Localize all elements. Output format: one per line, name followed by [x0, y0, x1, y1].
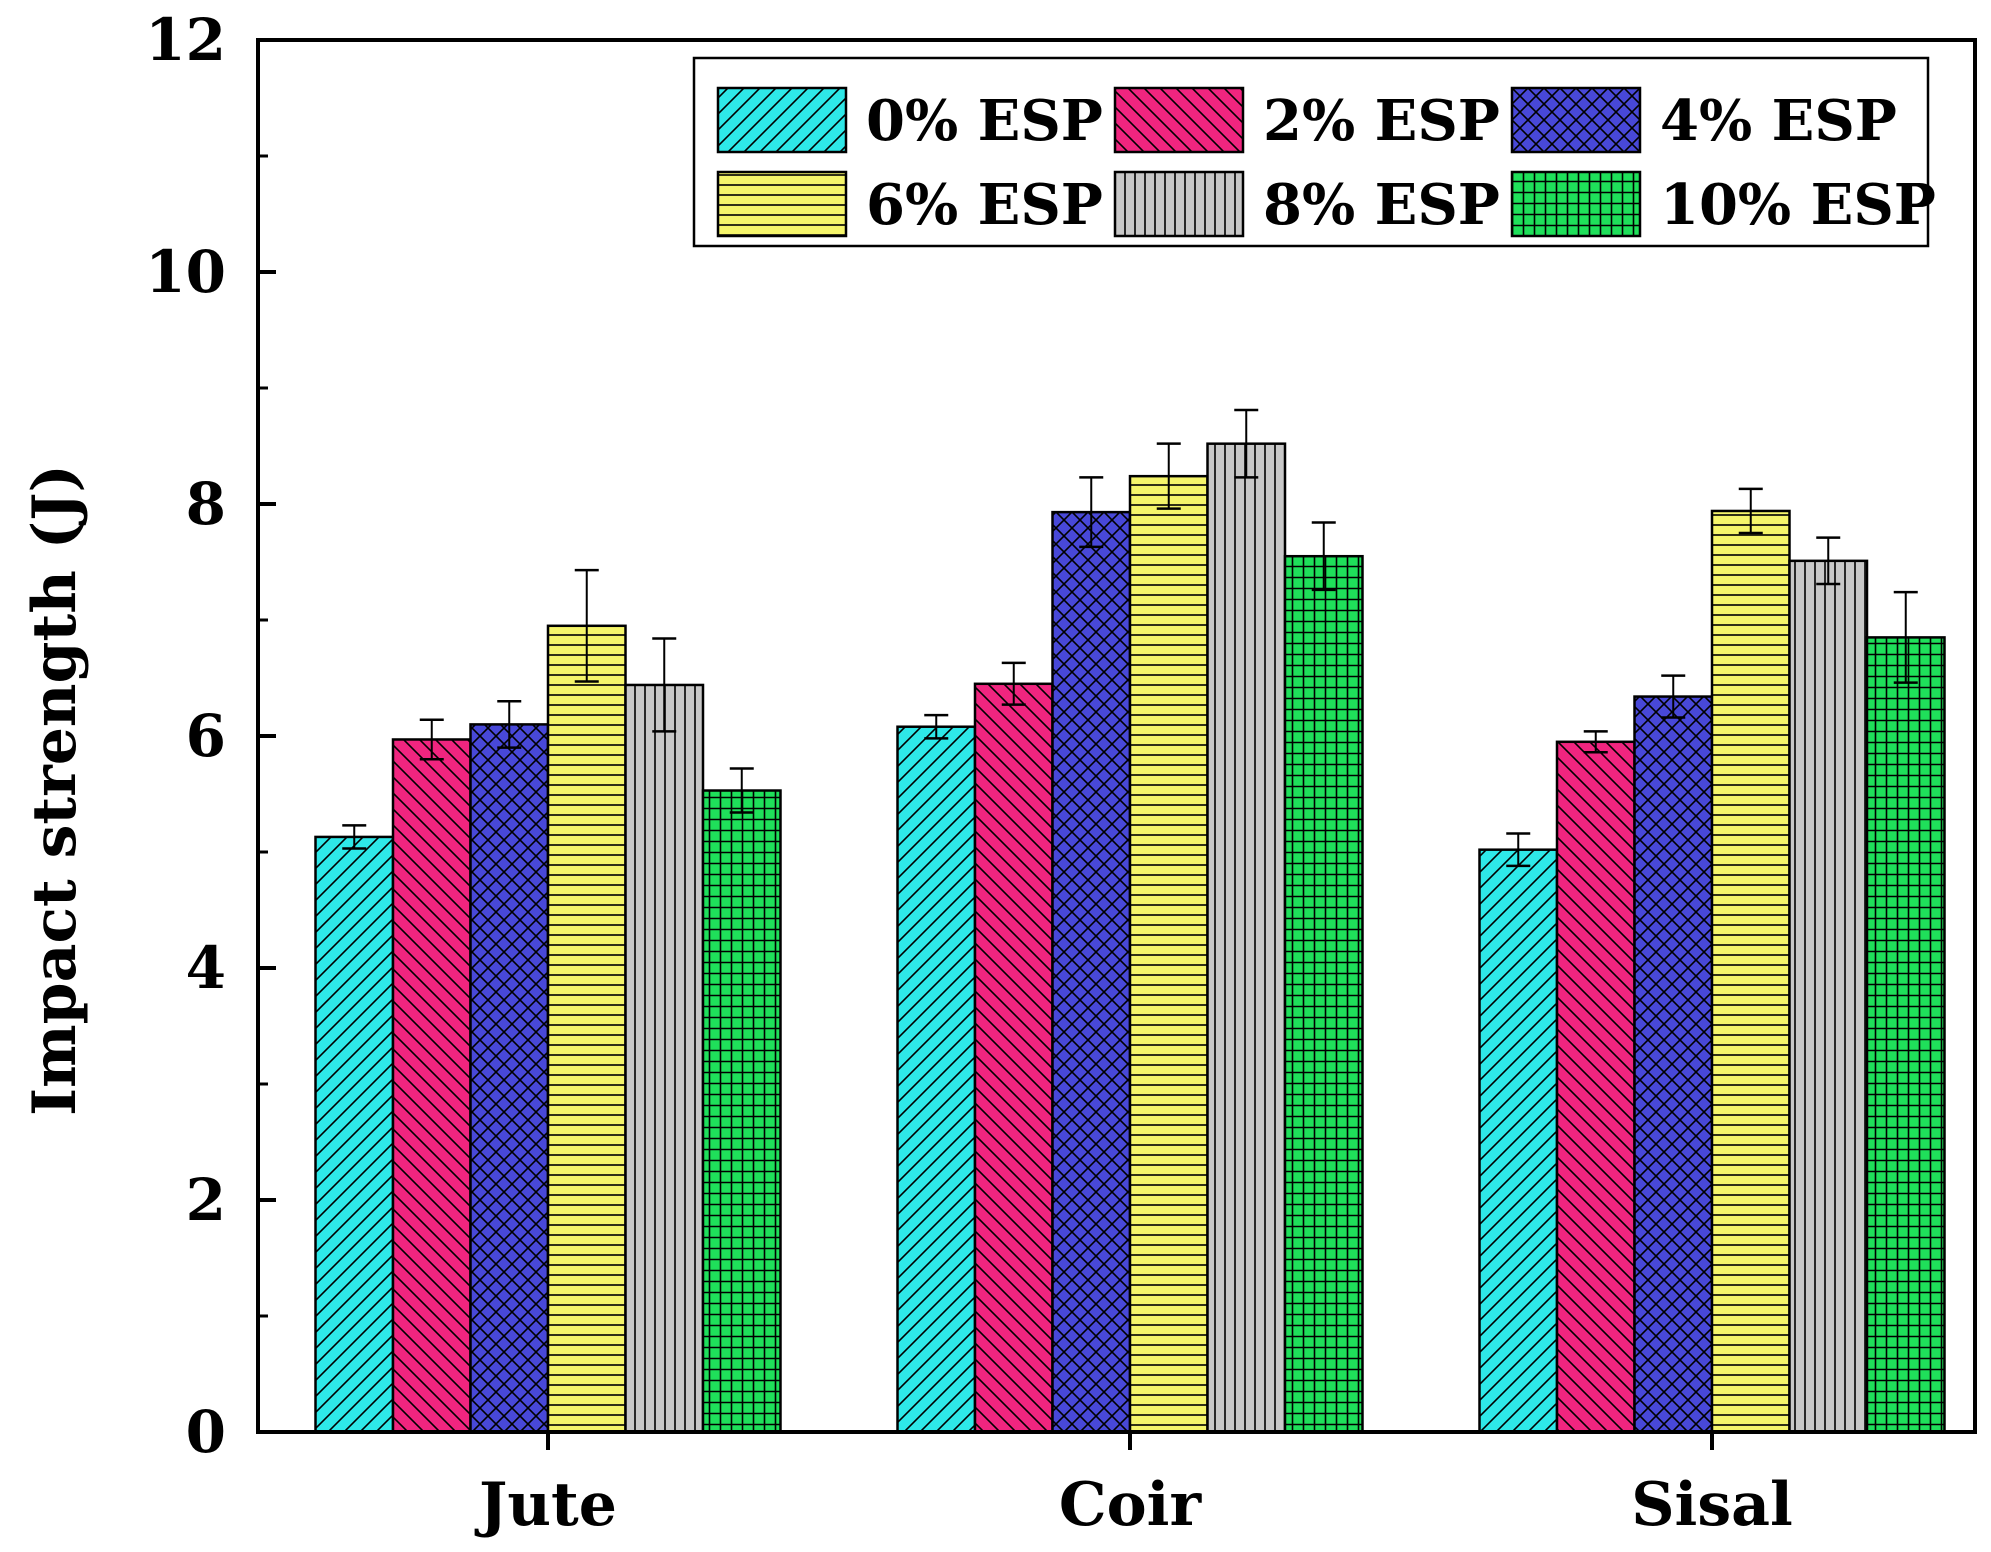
legend-swatch [1113, 86, 1245, 154]
error-bar [1738, 487, 1763, 535]
error-bar [1661, 674, 1686, 719]
bar-coir-4-esp [1051, 510, 1132, 1434]
error-bar [652, 637, 677, 733]
legend-item: 0% ESP [716, 86, 1103, 154]
bar-jute-8-esp [624, 683, 705, 1434]
legend-label: 6% ESP [866, 172, 1103, 238]
error-bar [1234, 408, 1259, 479]
bar-sisal-4-esp [1633, 695, 1714, 1434]
bar-sisal-8-esp [1788, 559, 1869, 1434]
error-bar [729, 767, 754, 814]
legend-label: 2% ESP [1263, 88, 1500, 154]
y-tick-label: 10 [145, 238, 226, 306]
y-axis-title: Impact strength (J) [20, 464, 90, 1116]
legend-swatch [1510, 86, 1642, 154]
error-bar [1311, 521, 1336, 592]
bars-layer [314, 442, 1946, 1434]
x-tick-label-coir: Coir [1059, 1470, 1203, 1540]
bar-coir-2-esp [973, 682, 1054, 1434]
error-bar [1583, 730, 1608, 754]
error-bar [1079, 476, 1104, 549]
error-bars-layer [342, 408, 1918, 868]
x-tick-label-sisal: Sisal [1631, 1470, 1793, 1540]
legend-box [692, 56, 1930, 248]
error-bar [1893, 590, 1918, 684]
error-bar [1506, 832, 1531, 868]
bar-jute-4-esp [469, 723, 550, 1434]
legend-item: 8% ESP [1113, 170, 1500, 238]
legend-swatch [716, 86, 848, 154]
bar-jute-10-esp [701, 789, 782, 1434]
bar-jute-0-esp [314, 835, 395, 1434]
error-bar [419, 718, 444, 761]
bar-coir-6-esp [1128, 474, 1209, 1434]
bar-sisal-6-esp [1710, 509, 1791, 1434]
error-bar [574, 568, 599, 683]
legend-label: 0% ESP [866, 88, 1103, 154]
legend-swatch [1510, 170, 1642, 238]
legend-item: 2% ESP [1113, 86, 1500, 154]
bar-coir-0-esp [896, 725, 977, 1434]
bar-sisal-0-esp [1478, 848, 1559, 1434]
legend-swatch [1113, 170, 1245, 238]
legend-item: 10% ESP [1510, 170, 1936, 238]
y-tick-label: 4 [186, 934, 226, 1002]
legend-label: 10% ESP [1660, 172, 1936, 238]
bar-coir-8-esp [1206, 442, 1287, 1434]
y-tick-label: 0 [186, 1398, 226, 1466]
legend-label: 8% ESP [1263, 172, 1500, 238]
bar-sisal-10-esp [1865, 636, 1946, 1434]
bar-jute-2-esp [391, 738, 472, 1434]
error-bar [924, 713, 949, 740]
legend-swatch [716, 170, 848, 238]
legend-item: 6% ESP [716, 170, 1103, 238]
bar-sisal-2-esp [1555, 740, 1636, 1434]
x-tick-label-jute: Jute [474, 1470, 617, 1540]
error-bar [1001, 661, 1026, 706]
y-tick-label: 6 [186, 702, 226, 770]
y-tick-label: 2 [186, 1166, 226, 1234]
legend-item: 4% ESP [1510, 86, 1897, 154]
y-tick-label: 8 [186, 470, 226, 538]
bar-jute-6-esp [546, 624, 627, 1434]
error-bar [497, 699, 522, 749]
legend: 0% ESP 2% ESP 4% ESP 6% ESP 8% ESP 10% ESP [692, 56, 1936, 248]
error-bar [1156, 442, 1181, 510]
bar-coir-10-esp [1283, 554, 1364, 1434]
error-bar [1816, 536, 1841, 586]
legend-label: 4% ESP [1660, 88, 1897, 154]
axes-layer: 0 2 4 6 8 10 12 Jute Coir Sisal [145, 6, 1977, 1540]
y-tick-label: 12 [145, 6, 226, 74]
error-bar [342, 824, 367, 850]
